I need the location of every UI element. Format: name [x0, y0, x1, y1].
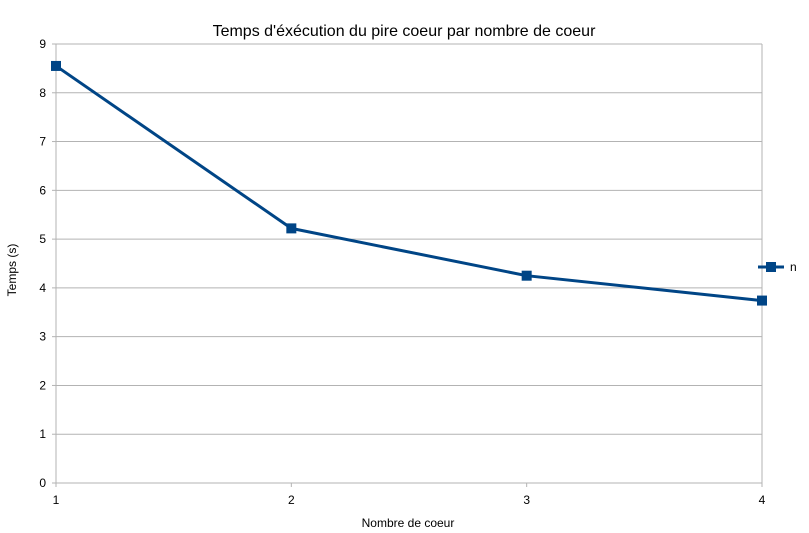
y-tick-label: 3 [39, 330, 46, 344]
y-axis-label: Temps (s) [5, 244, 19, 297]
y-tick-label: 0 [39, 476, 46, 490]
data-point-marker [286, 223, 297, 234]
grid [52, 43, 763, 487]
x-tick-label: 2 [288, 493, 295, 507]
x-tick-label: 1 [53, 493, 60, 507]
y-tick-label: 4 [39, 281, 46, 295]
data-point-marker [521, 270, 532, 281]
y-tick-label: 2 [39, 378, 46, 392]
x-tick-label: 4 [759, 493, 766, 507]
chart-title: Temps d'éxécution du pire coeur par nomb… [213, 23, 597, 40]
data-point-marker [757, 295, 767, 306]
y-tick-label: 1 [39, 427, 46, 441]
y-tick-label: 8 [39, 86, 46, 100]
data-point-marker [51, 60, 61, 71]
y-tick-label: 6 [39, 183, 46, 197]
series-line [55, 64, 763, 303]
series-group [51, 60, 767, 306]
legend-marker [766, 262, 776, 272]
y-tick-label: 7 [39, 135, 46, 149]
legend-label: n [790, 260, 797, 274]
x-axis-label: Nombre de coeur [362, 516, 455, 530]
y-tick-label: 5 [39, 232, 46, 246]
y-tick-label: 9 [39, 37, 46, 51]
x-tick-label: 3 [523, 493, 530, 507]
legend: n [758, 260, 797, 274]
